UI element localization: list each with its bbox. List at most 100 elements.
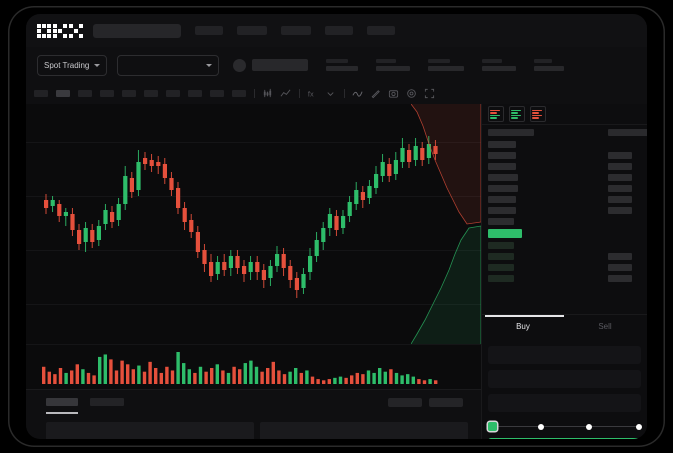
orderbook-mode-bar [532, 109, 542, 111]
chevron-down-icon [206, 63, 213, 67]
orders-panel [26, 389, 482, 439]
bottom-action-1[interactable] [388, 398, 422, 407]
timeframe-button-3[interactable] [78, 90, 92, 97]
pair-name[interactable] [252, 59, 309, 71]
orderbook-mode-bar [511, 114, 521, 116]
slider-stop-100[interactable] [636, 423, 642, 430]
stat-last-price [326, 59, 359, 71]
gridline [26, 304, 481, 305]
nav-item-2[interactable] [237, 26, 267, 35]
nav-item-4[interactable] [325, 26, 353, 35]
trend-line-icon[interactable] [352, 88, 363, 99]
slider-stop-33[interactable] [537, 423, 544, 430]
chart-toolbar: fx [26, 83, 647, 105]
timeframe-button-8[interactable] [188, 90, 202, 97]
nav-item-5[interactable] [367, 26, 395, 35]
ticker-stats [308, 59, 565, 71]
line-chart-icon[interactable] [280, 88, 291, 99]
orderbook-ask-row [488, 141, 516, 148]
orderbook-mode-bar [532, 117, 540, 119]
toolbar-divider [344, 89, 345, 98]
orderbook-ask-value [608, 207, 632, 214]
nav-item-1[interactable] [195, 26, 223, 35]
orderbook-mode-both[interactable] [488, 106, 504, 122]
orderbook-mode-bids[interactable] [509, 106, 525, 122]
orderbook-ask-value [608, 152, 632, 159]
stat-value [534, 66, 565, 71]
submit-order-button[interactable] [488, 438, 641, 439]
okx-trading-screen: Spot Trading [26, 14, 647, 439]
orderbook-bid-row [488, 242, 514, 249]
camera-icon[interactable] [388, 88, 399, 99]
orderbook-ask-value [608, 185, 632, 192]
market-mode-dropdown[interactable]: Spot Trading [37, 54, 108, 76]
bottom-card-right [260, 422, 468, 439]
tab-order-history[interactable] [90, 398, 124, 406]
chevron-down-icon [94, 63, 101, 67]
edit-icon[interactable] [370, 88, 381, 99]
bottom-action-2[interactable] [429, 398, 463, 407]
orderbook-mode-switcher [482, 104, 647, 124]
ask-depth-area [411, 104, 481, 224]
orderbook-header-right [608, 129, 647, 136]
toolbar-divider [254, 89, 255, 98]
fullscreen-icon[interactable] [424, 88, 435, 99]
settings-icon[interactable] [406, 88, 417, 99]
candlestick-icon[interactable] [262, 88, 273, 99]
order-amount-field[interactable] [488, 370, 641, 388]
price-chart[interactable] [26, 104, 482, 344]
timeframe-button-2[interactable] [56, 90, 70, 97]
orderbook[interactable] [482, 124, 647, 320]
orderbook-mode-bar [490, 114, 500, 116]
pair-selector-dropdown[interactable] [117, 54, 220, 76]
slider-handle[interactable] [488, 422, 497, 431]
orderbook-bid-row [488, 264, 514, 271]
timeframe-button-4[interactable] [100, 90, 114, 97]
tab-buy[interactable]: Buy [516, 322, 530, 331]
tab-open-orders[interactable] [46, 398, 78, 406]
timeframe-button-6[interactable] [144, 90, 158, 97]
orderbook-header-left [488, 129, 534, 136]
chevron-down-icon[interactable] [325, 88, 336, 99]
candlestick-series [44, 136, 438, 298]
gridline [26, 196, 481, 197]
orderbook-mode-bar [511, 117, 519, 119]
okx-logo[interactable] [37, 23, 83, 38]
stat-label [376, 59, 397, 63]
timeframe-button-1[interactable] [34, 90, 48, 97]
bottom-card-left [46, 422, 254, 439]
orderbook-mode-bar [532, 112, 540, 114]
stat-value [428, 66, 465, 71]
timeframe-button-9[interactable] [210, 90, 224, 97]
stat-label [482, 59, 503, 63]
slider-stop-66[interactable] [586, 423, 593, 430]
orderbook-ask-row [488, 218, 514, 225]
indicator-icon[interactable]: fx [307, 88, 318, 99]
stat-value [482, 66, 517, 71]
orderbook-mode-asks[interactable] [530, 106, 546, 122]
buy-sell-tabs: Buy Sell [482, 314, 647, 339]
order-price-field[interactable] [488, 346, 641, 364]
amount-slider[interactable] [488, 422, 642, 431]
order-total-field[interactable] [488, 394, 641, 412]
nav-item-3[interactable] [281, 26, 311, 35]
orderbook-mode-bar [511, 109, 521, 111]
orderbook-bid-row [488, 275, 514, 282]
timeframe-button-10[interactable] [232, 90, 246, 97]
stat-low-24h [482, 59, 517, 71]
timeframe-button-5[interactable] [122, 90, 136, 97]
volume-chart[interactable] [26, 344, 482, 390]
orderbook-ask-value [608, 196, 632, 203]
volume-bars [42, 352, 438, 384]
orderbook-ask-value [608, 163, 632, 170]
stat-high-24h [428, 59, 465, 71]
active-tab-underline [46, 412, 78, 414]
nav-search-input[interactable] [93, 23, 181, 38]
stat-volume-24h [534, 59, 565, 71]
svg-text:fx: fx [308, 89, 314, 98]
timeframe-button-7[interactable] [166, 90, 180, 97]
orderbook-mode-bar [532, 114, 542, 116]
ticker-summary [233, 58, 309, 72]
tab-sell[interactable]: Sell [598, 322, 612, 331]
